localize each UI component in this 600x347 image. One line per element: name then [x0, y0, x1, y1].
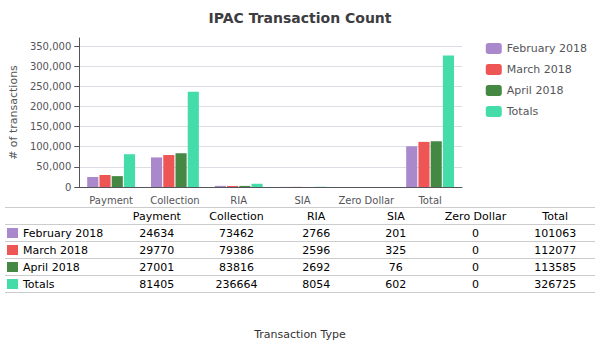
svg-text:February 2018: February 2018 [23, 227, 103, 240]
svg-text:RIA: RIA [307, 210, 326, 223]
svg-text:2766: 2766 [302, 227, 330, 240]
svg-text:250,000: 250,000 [30, 81, 71, 92]
svg-text:29770: 29770 [139, 244, 174, 257]
svg-text:79386: 79386 [219, 244, 254, 257]
svg-text:# of transactions: # of transactions [7, 65, 20, 160]
svg-text:201: 201 [385, 227, 406, 240]
svg-text:Total: Total [541, 210, 568, 223]
svg-text:Payment: Payment [89, 195, 133, 206]
svg-text:0: 0 [472, 227, 479, 240]
svg-text:113585: 113585 [534, 261, 576, 274]
svg-text:350,000: 350,000 [30, 41, 71, 52]
svg-text:March 2018: March 2018 [507, 63, 572, 76]
svg-text:101063: 101063 [534, 227, 576, 240]
svg-text:83816: 83816 [219, 261, 254, 274]
svg-text:2596: 2596 [302, 244, 330, 257]
svg-text:April 2018: April 2018 [507, 84, 564, 97]
svg-text:300,000: 300,000 [30, 61, 71, 72]
svg-text:326725: 326725 [534, 278, 576, 291]
svg-text:81405: 81405 [139, 278, 174, 291]
svg-text:2692: 2692 [302, 261, 330, 274]
svg-text:IPAC Transaction Count: IPAC Transaction Count [208, 10, 391, 26]
svg-text:325: 325 [385, 244, 406, 257]
svg-text:200,000: 200,000 [30, 101, 71, 112]
svg-text:SIA: SIA [294, 195, 310, 206]
svg-text:602: 602 [385, 278, 406, 291]
svg-text:RIA: RIA [230, 195, 247, 206]
svg-text:February 2018: February 2018 [507, 42, 587, 55]
svg-text:50,000: 50,000 [36, 161, 71, 172]
svg-text:236664: 236664 [216, 278, 258, 291]
svg-text:Transaction Type: Transaction Type [253, 328, 346, 341]
svg-text:0: 0 [472, 244, 479, 257]
svg-text:0: 0 [472, 278, 479, 291]
svg-text:Collection: Collection [209, 210, 263, 223]
svg-text:150,000: 150,000 [30, 121, 71, 132]
svg-text:76: 76 [389, 261, 403, 274]
svg-text:73462: 73462 [219, 227, 254, 240]
svg-text:112077: 112077 [534, 244, 576, 257]
svg-text:27001: 27001 [139, 261, 174, 274]
svg-text:24634: 24634 [139, 227, 174, 240]
svg-text:Totals: Totals [22, 278, 55, 291]
svg-text:Total: Total [417, 195, 441, 206]
svg-text:0: 0 [472, 261, 479, 274]
svg-text:Totals: Totals [506, 105, 539, 118]
svg-text:Zero Dollar: Zero Dollar [338, 195, 395, 206]
svg-text:0: 0 [65, 182, 71, 193]
svg-text:100,000: 100,000 [30, 141, 71, 152]
svg-text:SIA: SIA [387, 210, 405, 223]
svg-text:Zero Dollar: Zero Dollar [445, 210, 507, 223]
svg-text:8054: 8054 [302, 278, 330, 291]
svg-text:Payment: Payment [133, 210, 182, 223]
svg-text:April 2018: April 2018 [23, 261, 80, 274]
svg-text:Collection: Collection [150, 195, 199, 206]
svg-text:March 2018: March 2018 [23, 244, 88, 257]
